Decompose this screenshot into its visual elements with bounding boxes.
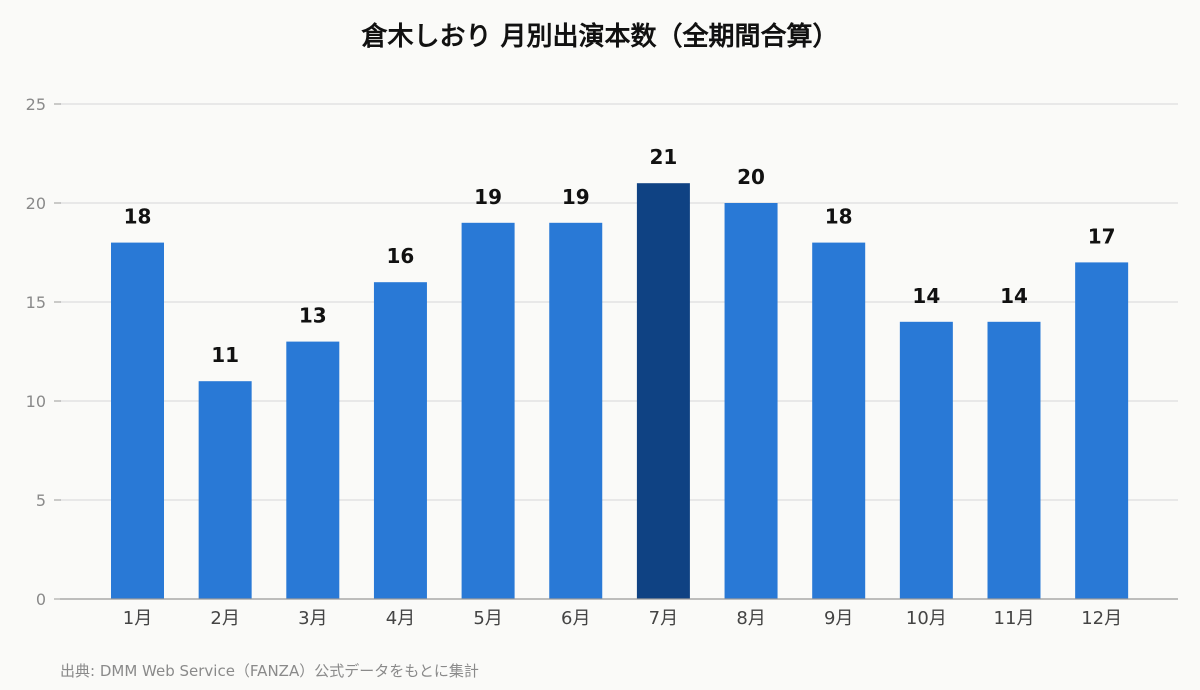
bar: [812, 242, 866, 599]
bar: [461, 222, 515, 600]
y-axis: 0 5 10 15 20 25: [26, 95, 61, 609]
x-axis: 1月 2月 3月 4月 5月 6月 7月 8月 9月 10月 11月 12月: [60, 598, 1178, 629]
data-label: 19: [562, 185, 590, 209]
bar: [636, 183, 690, 599]
data-label: 13: [299, 304, 327, 328]
x-tick-label: 3月: [298, 608, 327, 629]
data-label: 14: [1000, 284, 1028, 308]
x-tick-label: 12月: [1081, 608, 1122, 629]
x-tick-label: 10月: [906, 608, 947, 629]
y-tick-label: 20: [26, 194, 46, 213]
bar: [373, 282, 427, 599]
bar: [198, 381, 252, 599]
data-label: 16: [387, 244, 415, 268]
data-label: 18: [124, 205, 152, 229]
y-tick-label: 15: [26, 293, 46, 312]
y-tick-label: 0: [36, 590, 46, 609]
data-label: 19: [474, 185, 502, 209]
bars: [111, 183, 1129, 600]
x-tick-label: 11月: [994, 608, 1035, 629]
x-tick-label: 1月: [123, 608, 152, 629]
bar: [111, 242, 164, 599]
y-tick-label: 10: [26, 392, 46, 411]
x-tick-label: 5月: [473, 608, 502, 629]
data-label: 20: [737, 165, 765, 189]
y-tick-label: 5: [36, 491, 46, 510]
data-label: 17: [1088, 224, 1116, 248]
bar: [1075, 262, 1129, 599]
data-label: 14: [912, 284, 940, 308]
bar: [286, 341, 340, 599]
source-note: 出典: DMM Web Service（FANZA）公式データをもとに集計: [60, 662, 479, 680]
data-label: 18: [825, 205, 853, 229]
bar: [549, 222, 603, 600]
data-label: 21: [649, 145, 677, 169]
x-tick-label: 6月: [561, 608, 590, 629]
bar: [899, 321, 953, 599]
y-tick-label: 25: [26, 95, 46, 114]
x-tick-label: 9月: [824, 608, 853, 629]
x-tick-label: 4月: [386, 608, 415, 629]
data-labels: 18 11 13 16 19 19 21 20 18 14 14 17: [124, 145, 1116, 367]
x-tick-label: 7月: [649, 608, 678, 629]
data-label: 11: [211, 343, 239, 367]
bar: [724, 203, 778, 599]
chart-title: 倉木しおり 月別出演本数（全期間合算）: [361, 22, 839, 52]
x-tick-label: 8月: [736, 608, 765, 629]
x-tick-label: 2月: [210, 608, 239, 629]
bar: [987, 321, 1041, 599]
